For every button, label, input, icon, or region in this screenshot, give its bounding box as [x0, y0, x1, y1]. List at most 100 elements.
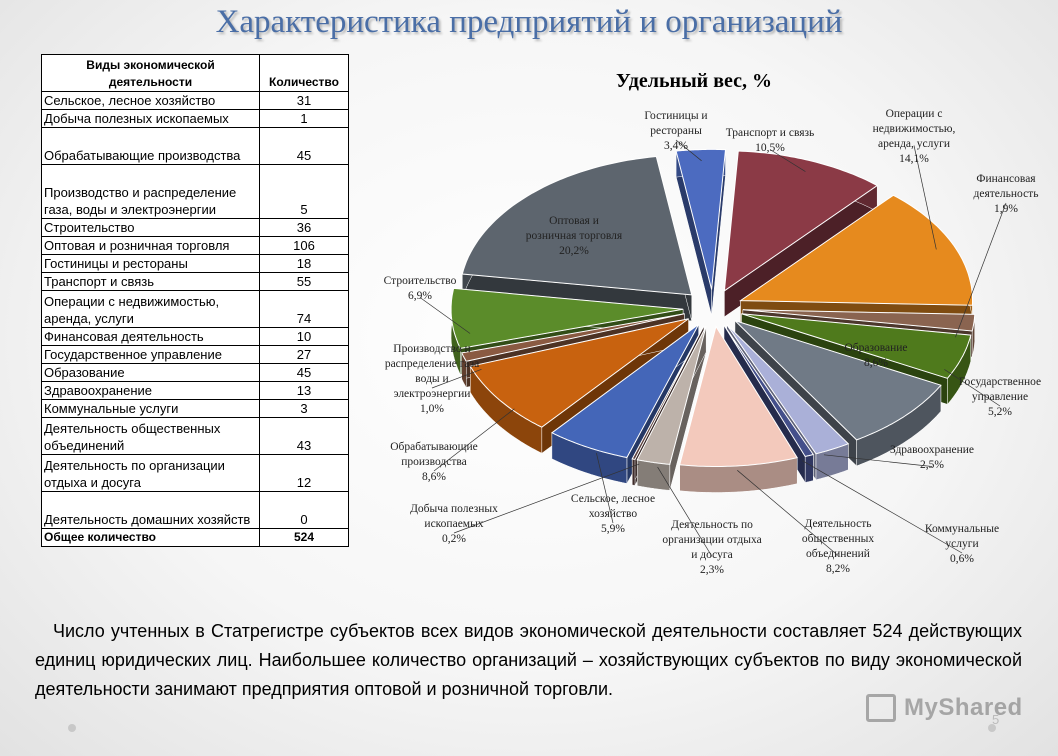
slice-label: Добыча полезных ископаемых 0,2%	[410, 503, 498, 545]
slice-label: Сельское, лесное хозяйство 5,9%	[571, 493, 655, 535]
cell-count: 0	[259, 491, 349, 529]
slice-label-line: 3,4%	[664, 140, 688, 152]
cell-activity: Оптовая и розничная торговля	[41, 236, 260, 255]
cell-activity: Коммунальные услуги	[41, 399, 260, 418]
slice-label-line: рестораны	[650, 125, 702, 137]
table-row: Коммунальные услуги 3	[41, 399, 349, 418]
cell-count: 27	[259, 345, 349, 364]
table-row: Образование 45	[41, 363, 349, 382]
cell-activity: Операции с недвижимостью, аренда, услуги	[41, 290, 260, 328]
slice-label-line: 14,1%	[899, 153, 929, 165]
table-row: Строительство 36	[41, 218, 349, 237]
slice-label-line: 2,3%	[700, 564, 724, 576]
slice-label-line: 8,6%	[422, 471, 446, 483]
chart-title: Удельный вес, %	[616, 70, 773, 92]
watermark-icon	[866, 694, 896, 722]
slice-label: Производство и распределение газа воды и эл…	[385, 343, 479, 415]
slice-label-line: воды и	[415, 373, 448, 385]
leader-line	[823, 454, 933, 467]
cell-activity: Финансовая деятельность	[41, 327, 260, 346]
cell-activity: Строительство	[41, 218, 260, 237]
slice-label: Обрабатывающие производства 8,6%	[390, 441, 478, 483]
slice-label-line: Деятельность	[804, 518, 871, 530]
pie-slice	[675, 148, 727, 316]
slice-label: Оптовая и розничная торговля 20,2%	[526, 215, 623, 257]
leader-line	[769, 149, 806, 172]
header-count: Количество	[259, 54, 349, 92]
table-row: Производство и распределение газа, воды …	[41, 164, 349, 219]
cell-activity: Производство и распределение газа, воды …	[41, 164, 260, 219]
cell-count: 10	[259, 327, 349, 346]
slice-label-line: 1,0%	[420, 403, 444, 415]
slice-label-line: хозяйство	[589, 508, 638, 520]
slice-label: Операции с недвижимостью, аренда, услуги 14…	[873, 108, 956, 165]
cell-count: 43	[259, 417, 349, 455]
slice-label-line: 20,2%	[559, 245, 589, 257]
cell-count: 5	[259, 164, 349, 219]
slice-label: Финансовая деятельность 1,9%	[974, 173, 1039, 215]
slice-label-line: производства	[401, 456, 467, 468]
slice-label-line: 0,2%	[442, 533, 466, 545]
watermark-logo: MyShared	[904, 694, 1023, 722]
slice-label-line: 0,6%	[950, 553, 974, 565]
slice-label-line: 2,5%	[920, 459, 944, 471]
slice-label-line: Деятельность по	[671, 519, 753, 531]
table-row: Оптовая и розничная торговля 106	[41, 236, 349, 255]
slice-label: Строительство 6,9%	[384, 275, 457, 302]
leader-line	[955, 202, 1007, 338]
slice-label-line: 1,9%	[994, 203, 1018, 215]
table-header-row: Виды экономической деятельности Количест…	[41, 54, 349, 92]
slice-label-line: деятельность	[974, 188, 1039, 200]
slice-label-line: недвижимостью,	[873, 123, 956, 135]
cell-count: 45	[259, 127, 349, 165]
table-row: Добыча полезных ископаемых 1	[41, 109, 349, 128]
slice-label-line: 5,9%	[601, 523, 625, 535]
slice-label-line: электроэнергии	[394, 388, 471, 400]
slice-label-line: Сельское, лесное	[571, 493, 655, 505]
leader-line	[737, 470, 839, 556]
slice-label-line: аренда, услуги	[878, 138, 950, 150]
slice-label-line: Коммунальные	[925, 523, 999, 535]
slice-label-line: Государственное	[959, 376, 1041, 388]
decor-dot-left	[68, 724, 76, 732]
header-activity: Виды экономической деятельности	[41, 54, 260, 92]
leader-line	[675, 139, 702, 162]
slice-label-line: ископаемых	[424, 518, 483, 530]
page-number: 5	[992, 712, 1000, 727]
table-row: Деятельность по организации отдыха и дос…	[41, 454, 349, 492]
cell-count: 106	[259, 236, 349, 255]
slice-label-line: Финансовая	[976, 173, 1036, 185]
pie-slice	[679, 325, 798, 493]
slice-label-line: общественных	[802, 533, 874, 545]
slice-label-line: Образование	[844, 342, 907, 354]
table-row: Здравоохранение 13	[41, 381, 349, 400]
slice-label-line: 8,2%	[826, 563, 850, 575]
slice-label: Гостиницы и рестораны 3,4%	[644, 110, 707, 152]
slice-label-line: Операции с	[886, 108, 943, 120]
slice-label-line: 6,9%	[408, 290, 432, 302]
pie-slice	[723, 150, 879, 318]
cell-activity: Гостиницы и рестораны	[41, 254, 260, 273]
decor-dot-right	[988, 724, 996, 732]
pie-slice	[636, 325, 707, 491]
watermark-text: MyShared	[904, 694, 1023, 721]
leader-line	[431, 368, 482, 389]
leader-line	[419, 297, 471, 334]
slice-label-line: 5,2%	[988, 406, 1012, 418]
table-row: Гостиницы и рестораны 18	[41, 254, 349, 273]
slice-label-line: и досуга	[691, 549, 732, 561]
leader-line	[453, 463, 640, 534]
slice-label-line: Добыча полезных	[410, 503, 498, 515]
leader-line	[657, 466, 713, 557]
slice-label-line: услуги	[945, 538, 978, 550]
slide-title: Характеристика предприятий и организаций	[215, 4, 843, 40]
slice-label-line: Строительство	[384, 275, 457, 287]
leader-line	[596, 452, 614, 524]
slice-label: Деятельность по организации отдыха и досуг…	[662, 519, 761, 576]
slice-label-line: Транспорт и связь	[726, 127, 815, 139]
slice-label-line: распределение газа	[385, 358, 479, 370]
slice-label: Государственное управление 5,2%	[959, 376, 1041, 418]
slice-label-line: Оптовая и	[549, 215, 599, 227]
table-body: Сельское, лесное хозяйство 31 Добыча полез…	[41, 91, 349, 529]
